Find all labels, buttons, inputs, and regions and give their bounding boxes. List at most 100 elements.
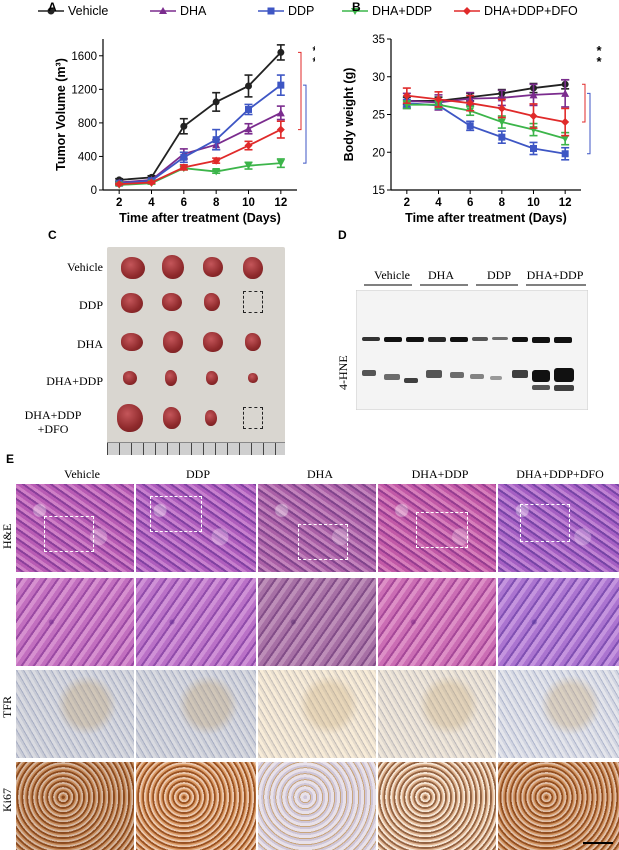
he-lowmag-vehicle [16, 484, 134, 572]
significance-star: * [312, 54, 315, 69]
y-tick-label: 1600 [71, 51, 97, 63]
x-axis-label: Time after treatment (Days) [405, 211, 567, 225]
tfr-dha-ddp-dfo [498, 670, 619, 758]
x-tick-label: 8 [213, 197, 220, 209]
series-ddp [402, 98, 570, 161]
legend-label: DDP [288, 4, 315, 18]
data-point [277, 81, 285, 89]
he-highmag-dha-ddp-dfo [498, 578, 619, 666]
data-point [529, 90, 538, 99]
missing-tumor-mark [243, 407, 263, 429]
x-tick-label: 10 [242, 197, 255, 209]
col-label-dha: DHA [307, 467, 333, 481]
y-axis-label: Tumor Volume (m³) [54, 58, 68, 171]
blot-group-ddp: DDP [486, 268, 511, 282]
he-highmag-dha-ddp [378, 578, 496, 666]
tfr-vehicle [16, 670, 134, 758]
row-label-ki67: Ki67 [0, 788, 14, 812]
data-point [466, 122, 474, 130]
y-tick-label: 1200 [71, 84, 97, 96]
x-tick-label: 12 [559, 197, 572, 209]
tfr-dha [258, 670, 376, 758]
data-point [245, 82, 252, 90]
significance-bracket [587, 92, 591, 155]
data-point [466, 99, 475, 108]
data-point [179, 163, 188, 172]
blot-group-dha: DHA [428, 268, 454, 282]
series-line [406, 94, 566, 123]
panel-letter-b: B [352, 0, 361, 14]
y-axis-label: Body weight (g) [342, 68, 356, 162]
scale-bar [583, 842, 613, 844]
row-label-ddp: DDP [78, 298, 103, 312]
legend-label: DHA+DDP+DFO [484, 4, 578, 18]
data-point [276, 108, 285, 117]
row-label-tfr: TFR [0, 695, 14, 718]
series-vehicle [115, 44, 285, 184]
missing-tumor-mark [243, 291, 263, 313]
y-tick-label: 15 [372, 185, 385, 197]
data-point [115, 180, 124, 189]
data-point [212, 156, 221, 165]
series-dha-ddp [402, 100, 570, 146]
significance-star: * [312, 43, 315, 58]
panel-letter-c: C [48, 228, 57, 242]
data-point [561, 89, 570, 97]
ki67-dha-ddp [378, 762, 496, 850]
data-point [212, 168, 221, 176]
data-point [276, 125, 285, 134]
data-point [561, 150, 569, 158]
series-dha [115, 105, 285, 186]
legend-item-ddp: DDP [258, 4, 314, 18]
panel-letter-e: E [6, 452, 15, 466]
significance-bracket [303, 84, 307, 164]
data-point [245, 105, 252, 113]
y-tick-label: 25 [372, 110, 385, 122]
he-lowmag-ddp [136, 484, 256, 572]
row-label-vehicle: Vehicle [67, 260, 103, 274]
x-tick-label: 6 [467, 197, 473, 209]
x-tick-label: 2 [404, 197, 410, 209]
ki67-dha-ddp-dfo [498, 762, 619, 850]
ki67-dha [258, 762, 376, 850]
data-point [180, 153, 188, 161]
data-point [434, 95, 443, 104]
ki67-vehicle [16, 762, 134, 850]
data-point [277, 48, 285, 56]
blot-group-vehicle: Vehicle [374, 268, 410, 282]
col-label-vehicle: Vehicle [64, 467, 100, 481]
data-point [497, 118, 506, 127]
legend-label: Vehicle [68, 4, 109, 18]
he-lowmag-dha-ddp-dfo [498, 484, 619, 572]
panel-letter-d: D [338, 228, 347, 242]
he-highmag-ddp [136, 578, 256, 666]
data-point [530, 144, 537, 152]
western-blot [356, 290, 588, 410]
y-tick-label: 800 [78, 118, 97, 130]
data-point [244, 141, 253, 150]
x-tick-label: 4 [148, 197, 155, 209]
he-lowmag-dha-ddp [378, 484, 496, 572]
y-tick-label: 400 [78, 151, 97, 163]
col-label-dha-ddp: DHA+DDP [411, 467, 469, 481]
y-tick-label: 0 [91, 185, 97, 197]
x-tick-label: 8 [499, 197, 506, 209]
row-label-dha: DHA [77, 337, 103, 351]
data-point [402, 91, 411, 100]
blot-ylabel: 4-HNE [336, 330, 352, 390]
row-label-dha-ddp-dfo: DHA+DDP +DFO [24, 408, 82, 436]
ki67-ddp [136, 762, 256, 850]
row-label-ki67-wrap: Ki67 [0, 760, 15, 850]
panel-letter-a: A [48, 0, 57, 14]
blot-group-dha-ddp: DHA+DDP [526, 268, 584, 282]
legend-label: DHA [180, 4, 207, 18]
series-line [119, 128, 282, 186]
significance-bracket [298, 51, 302, 131]
data-point [212, 136, 220, 144]
data-point [497, 104, 506, 113]
legend-item-dha-ddp-dfo: DHA+DDP+DFO [454, 4, 578, 18]
series-line [119, 51, 282, 181]
x-tick-label: 2 [116, 197, 122, 209]
tumor-photo [107, 247, 285, 455]
series-vehicle [402, 78, 570, 106]
